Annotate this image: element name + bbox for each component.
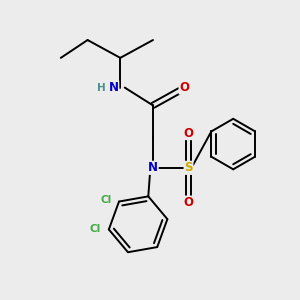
Text: S: S: [184, 161, 193, 174]
Text: O: O: [184, 196, 194, 209]
Text: O: O: [184, 127, 194, 140]
Text: O: O: [179, 81, 189, 94]
Text: N: N: [148, 161, 158, 174]
Text: Cl: Cl: [90, 224, 101, 235]
Text: H: H: [97, 82, 105, 93]
Text: Cl: Cl: [100, 195, 111, 205]
Text: N: N: [109, 81, 119, 94]
